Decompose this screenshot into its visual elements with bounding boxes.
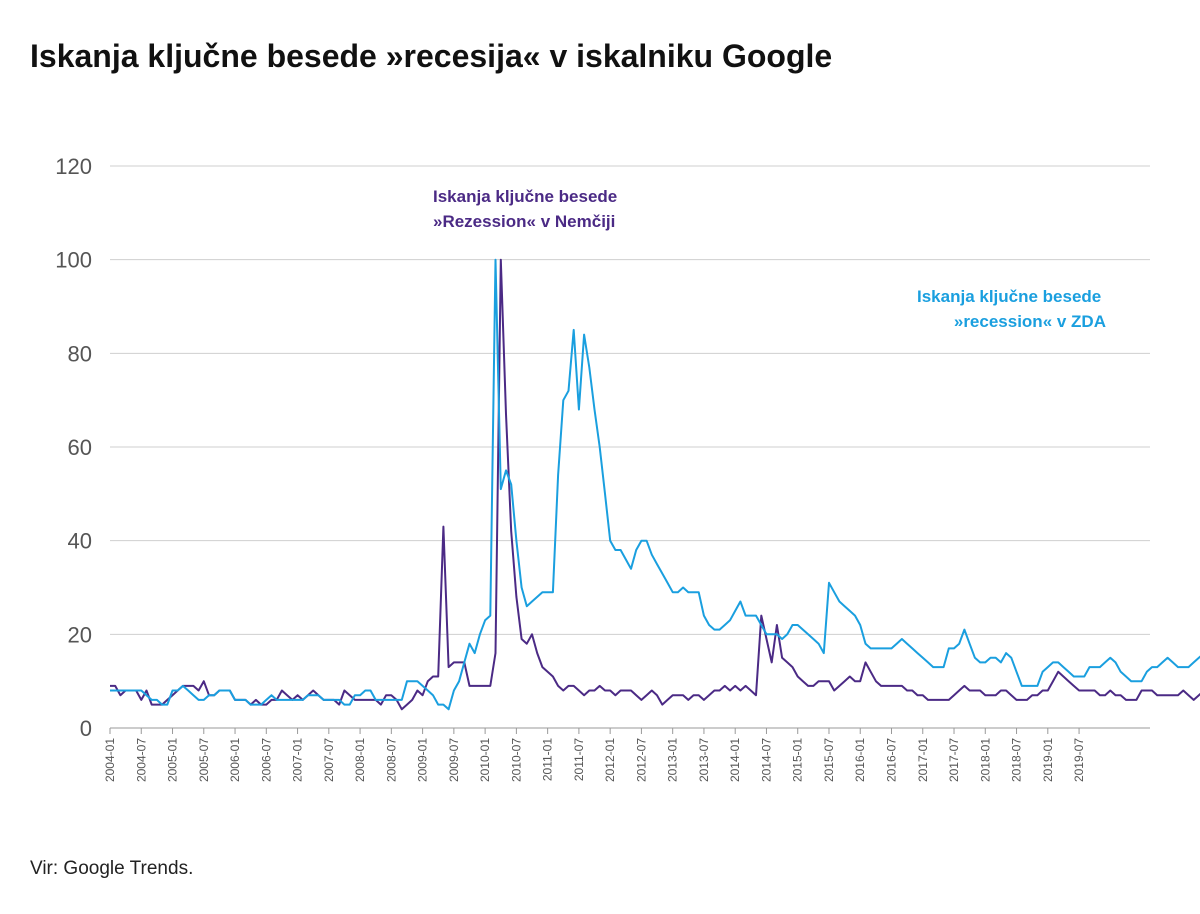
x-tick-label: 2012-01 bbox=[603, 738, 617, 782]
x-tick-label: 2005-07 bbox=[197, 738, 211, 782]
x-tick-label: 2004-01 bbox=[103, 738, 117, 782]
annotation-usa-line-1: Iskanja ključne besede bbox=[917, 287, 1101, 306]
x-tick-label: 2014-01 bbox=[728, 738, 742, 782]
x-tick-label: 2013-07 bbox=[697, 738, 711, 782]
x-tick-label: 2008-01 bbox=[353, 738, 367, 782]
gridlines bbox=[110, 165, 1150, 729]
x-tick-label: 2016-07 bbox=[885, 738, 899, 782]
x-tick-label: 2018-01 bbox=[978, 738, 992, 782]
y-tick-label: 0 bbox=[80, 716, 92, 741]
x-tick-label: 2015-01 bbox=[791, 738, 805, 782]
x-tick-label: 2011-07 bbox=[572, 738, 586, 781]
source-note: Vir: Google Trends. bbox=[30, 858, 194, 879]
annotation-germany-line-1: Iskanja ključne besede bbox=[433, 187, 617, 206]
x-tick-label: 2006-01 bbox=[228, 738, 242, 782]
y-tick-label: 60 bbox=[68, 435, 92, 460]
y-tick-label: 80 bbox=[68, 341, 92, 366]
x-tick-label: 2008-07 bbox=[384, 738, 398, 782]
x-tick-label: 2015-07 bbox=[822, 738, 836, 782]
y-tick-label: 120 bbox=[55, 154, 92, 179]
x-tick-label: 2007-01 bbox=[291, 738, 305, 782]
x-tick-label: 2019-01 bbox=[1041, 738, 1055, 782]
series-line-germany bbox=[110, 258, 1200, 711]
x-tick-label: 2005-01 bbox=[166, 738, 180, 782]
x-tick-label: 2014-07 bbox=[759, 738, 773, 782]
x-tick-label: 2018-07 bbox=[1010, 738, 1024, 782]
y-tick-label: 40 bbox=[68, 529, 92, 554]
series-lines bbox=[110, 258, 1200, 711]
x-tick-label: 2006-07 bbox=[259, 738, 273, 782]
x-tick-label: 2009-01 bbox=[416, 738, 430, 782]
x-tick-label: 2016-01 bbox=[853, 738, 867, 782]
chart-title: Iskanja ključne besede »recesija« v iska… bbox=[30, 38, 833, 74]
x-tick-label: 2017-07 bbox=[947, 738, 961, 782]
x-tick-label: 2007-07 bbox=[322, 738, 336, 782]
series-line-usa bbox=[110, 258, 1200, 711]
annotation-usa: Iskanja ključne besede »recession« v ZDA bbox=[917, 287, 1106, 331]
annotations: Iskanja ključne besede »Rezession« v Nem… bbox=[433, 187, 1106, 331]
x-tick-label: 2019-07 bbox=[1072, 738, 1086, 782]
annotation-usa-line-2: »recession« v ZDA bbox=[954, 312, 1106, 331]
x-tick-label: 2012-07 bbox=[634, 738, 648, 782]
x-tick-label: 2004-07 bbox=[134, 738, 148, 782]
x-tick-label: 2011-01 bbox=[541, 738, 555, 781]
x-tick-label: 2010-01 bbox=[478, 738, 492, 782]
annotation-germany: Iskanja ključne besede »Rezession« v Nem… bbox=[433, 187, 622, 231]
y-axis-ticks: 0 20 40 60 80 100 120 bbox=[55, 154, 92, 741]
y-tick-label: 100 bbox=[55, 248, 92, 273]
y-tick-label: 20 bbox=[68, 622, 92, 647]
x-tick-label: 2017-01 bbox=[916, 738, 930, 782]
x-axis-ticks: 2004-01 2004-07 2005-01 2005-07 2006-01 2006-… bbox=[103, 728, 1086, 782]
x-tick-label: 2013-01 bbox=[666, 738, 680, 782]
x-tick-label: 2010-07 bbox=[509, 738, 523, 782]
x-tick-label: 2009-07 bbox=[447, 738, 461, 782]
annotation-germany-line-2: »Rezession« v Nemčiji bbox=[433, 212, 615, 231]
